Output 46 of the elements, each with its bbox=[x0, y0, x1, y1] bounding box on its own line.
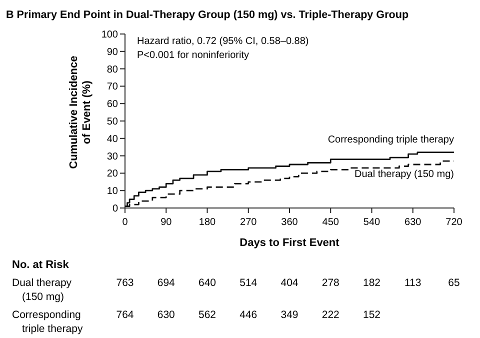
y-tick-label: 0 bbox=[112, 204, 118, 214]
x-tick-label: 90 bbox=[160, 217, 172, 228]
text: 630 bbox=[157, 309, 176, 321]
text: 65 bbox=[448, 277, 460, 289]
y-tick-label: 90 bbox=[106, 46, 118, 58]
text: 349 bbox=[280, 309, 298, 321]
text: 278 bbox=[322, 277, 340, 289]
x-tick-label: 180 bbox=[198, 217, 216, 228]
annotation: Hazard ratio, 0.72 (95% CI, 0.58–0.88) bbox=[137, 36, 309, 47]
text: 562 bbox=[198, 309, 216, 321]
y-tick-label: 10 bbox=[106, 186, 118, 198]
text: 404 bbox=[280, 277, 298, 289]
y-axis-title: Cumulative Incidence of Event (%) bbox=[68, 56, 93, 169]
text: No. at Risk bbox=[12, 259, 70, 271]
text: 640 bbox=[198, 277, 216, 289]
series-label: Corresponding triple therapy bbox=[328, 134, 454, 146]
x-tick-label: 720 bbox=[446, 217, 463, 228]
text: 152 bbox=[362, 309, 381, 321]
x-tick-label: 0 bbox=[122, 217, 128, 228]
text: Corresponding triple therapy bbox=[12, 309, 84, 335]
text: 514 bbox=[240, 277, 258, 289]
text: Dual therapy (150 mg) bbox=[12, 277, 72, 303]
x-axis-title: Days to First Event bbox=[240, 237, 340, 249]
x-tick-label: 630 bbox=[404, 217, 422, 228]
y-tick-label: 30 bbox=[106, 151, 118, 162]
text: 182 bbox=[362, 277, 381, 289]
y-tick-label: 50 bbox=[106, 116, 118, 128]
y-tick-label: 70 bbox=[106, 82, 118, 93]
annotation: P<0.001 for noninferiority bbox=[137, 50, 250, 61]
text: 763 bbox=[116, 277, 134, 289]
text: 446 bbox=[240, 309, 258, 321]
x-tick-label: 540 bbox=[363, 217, 381, 228]
y-tick-label: 60 bbox=[106, 99, 118, 110]
y-tick-label: 20 bbox=[106, 168, 118, 180]
y-tick-label: 80 bbox=[106, 64, 118, 76]
y-tick-label: 100 bbox=[101, 30, 118, 40]
y-tick-label: 40 bbox=[106, 134, 118, 145]
text: 113 bbox=[404, 277, 422, 289]
text: 764 bbox=[116, 309, 134, 321]
x-tick-label: 450 bbox=[322, 217, 340, 228]
text: 694 bbox=[157, 277, 176, 289]
chart-title: B Primary End Point in Dual-Therapy Group (150 mg) vs. Triple-Therapy Group bbox=[6, 9, 409, 21]
x-tick-label: 270 bbox=[240, 217, 258, 228]
text: 222 bbox=[322, 309, 340, 321]
series-label: Dual therapy (150 mg) bbox=[354, 169, 454, 180]
x-tick-label: 360 bbox=[281, 217, 298, 228]
